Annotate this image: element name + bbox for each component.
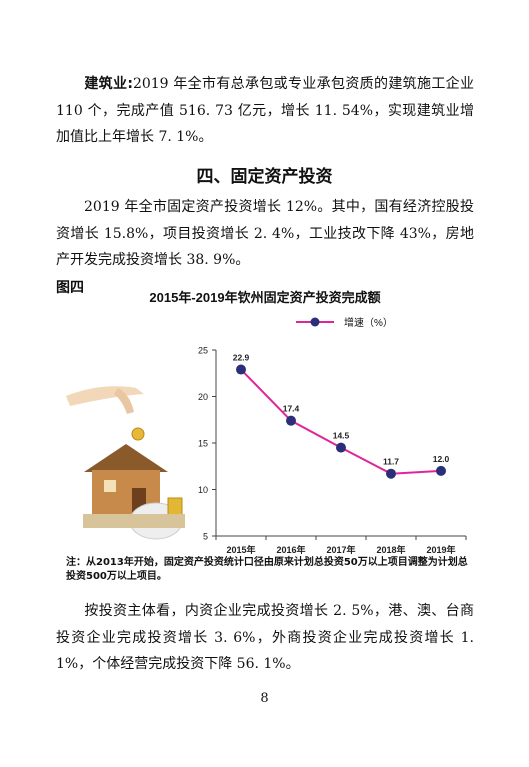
legend-label: 增速（%） <box>344 316 393 329</box>
x-tick-label: 2016年 <box>276 544 305 554</box>
section-heading: 四、固定资产投资 <box>196 167 333 187</box>
x-tick-label: 2019年 <box>426 544 455 554</box>
x-tick-label: 2017年 <box>326 544 355 554</box>
y-tick-label: 20 <box>198 392 208 402</box>
illustration-base <box>83 514 185 528</box>
data-label: 11.7 <box>383 457 399 467</box>
subject-paragraph: 按投资主体看，内资企业完成投资增长 2. 5%，港、澳、台商投资企业完成投资增长… <box>56 598 474 678</box>
series-line <box>240 368 442 475</box>
y-tick-label: 15 <box>198 439 208 449</box>
construction-paragraph: 建筑业:2019 年全市有总承包或专业承包资质的建筑施工企业 110 个，完成产… <box>56 71 474 151</box>
data-point <box>386 468 396 479</box>
data-label: 17.4 <box>283 404 300 414</box>
construction-text: 2019 年全市有总承包或专业承包资质的建筑施工企业 110 个，完成产值 51… <box>56 76 474 145</box>
finger-shape <box>114 388 134 414</box>
chart-marks: 22.9 17.4 14.5 11.7 12.0 <box>233 353 450 479</box>
data-label: 22.9 <box>233 353 250 363</box>
illustration-house-coin <box>66 386 185 540</box>
figure-label: 图四 <box>56 280 84 296</box>
investment-text: 2019 年全市固定资产投资增长 12%。其中，国有经济控股投资增长 15.8%… <box>56 199 474 268</box>
chart-line-layer <box>240 368 442 475</box>
data-point <box>236 364 246 375</box>
y-tick-label: 25 <box>198 346 208 356</box>
house-window <box>104 480 116 492</box>
y-tick-label: 5 <box>203 532 208 542</box>
data-label: 12.0 <box>433 454 450 464</box>
chart-legend: 增速（%） <box>296 316 393 329</box>
x-tick-label: 2018年 <box>376 544 405 554</box>
construction-lead: 建筑业: <box>84 76 133 92</box>
data-point <box>336 442 346 453</box>
legend-marker <box>310 317 320 327</box>
page-number: 8 <box>260 691 269 706</box>
hand-shape <box>66 386 144 406</box>
x-tick-label: 2015年 <box>226 544 255 554</box>
investment-paragraph: 2019 年全市固定资产投资增长 12%。其中，国有经济控股投资增长 15.8%… <box>56 194 474 274</box>
y-tick-label: 10 <box>198 485 208 495</box>
subject-text: 按投资主体看，内资企业完成投资增长 2. 5%，港、澳、台商投资企业完成投资增长… <box>56 603 474 672</box>
chart-axes: 5 10 15 20 25 2015年 2016年 2017年 2018年 2019年 <box>198 346 467 554</box>
data-point <box>436 465 446 476</box>
investment-line-chart: 2015年-2019年钦州固定资产投资完成额 增速（%） 5 10 15 20 25 20… <box>66 290 467 554</box>
data-point <box>286 415 296 426</box>
falling-coin <box>131 427 145 441</box>
data-label: 14.5 <box>333 431 350 441</box>
chart-title: 2015年-2019年钦州固定资产投资完成额 <box>149 290 380 305</box>
chart-note: 注：从2013年开始，固定资产投资统计口径由原来计划总投资50万以上项目调整为计… <box>66 557 468 582</box>
house-roof <box>84 444 168 472</box>
